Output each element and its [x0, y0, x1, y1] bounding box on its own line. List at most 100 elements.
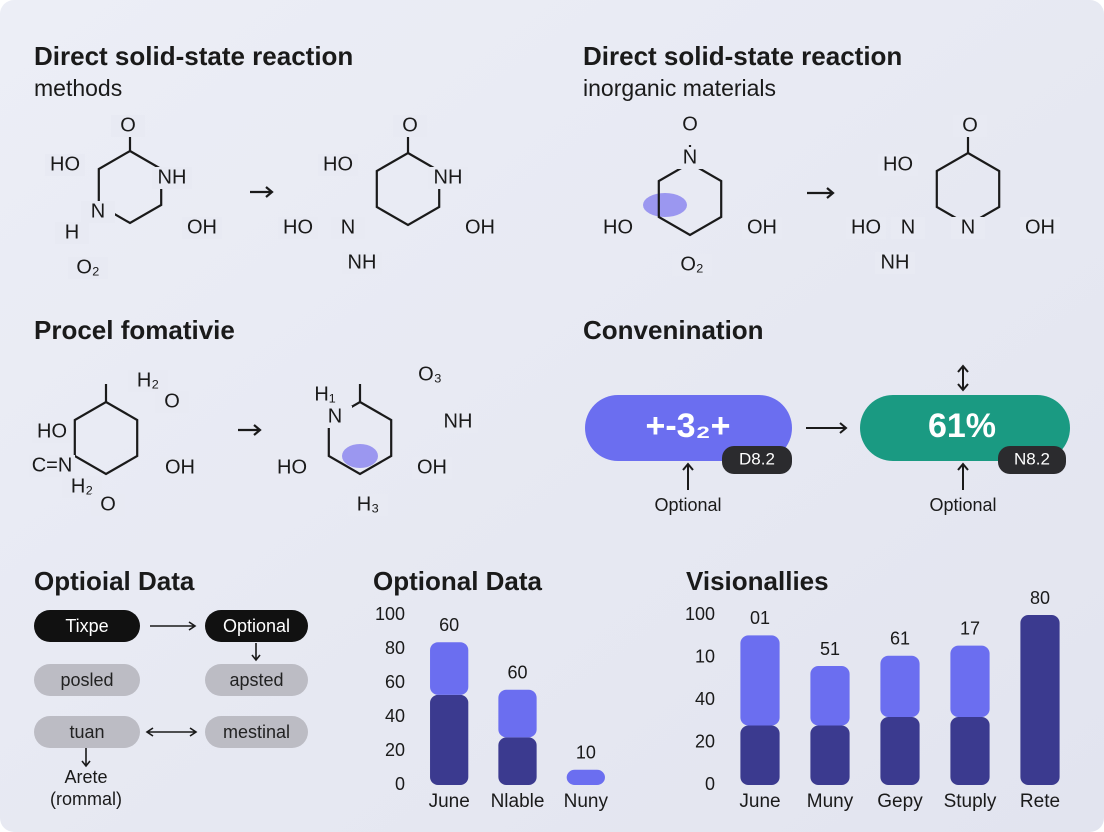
atom-label: O: [120, 114, 136, 136]
atom-bg: [460, 217, 500, 239]
step-label: Optional: [654, 495, 721, 515]
atom-label: HO: [323, 153, 353, 175]
atom-bg: [278, 217, 318, 239]
atom-label: HO: [603, 216, 633, 238]
section-title: Direct solid-state reaction: [34, 41, 353, 71]
flow-node-label: mestinal: [223, 722, 290, 742]
atom-label: NH: [158, 166, 187, 188]
flow-node-label: posled: [60, 670, 113, 690]
atom-label: O: [682, 113, 698, 135]
flow-node: [205, 664, 308, 696]
atom-label: N: [961, 216, 975, 238]
section-title: Optioial Data: [34, 566, 195, 596]
pill-value: 61%: [928, 407, 996, 445]
y-tick-label: 20: [385, 740, 405, 760]
atom-bg: [742, 217, 782, 239]
atom-label: O: [100, 493, 116, 515]
bar-segment: [880, 717, 920, 785]
flow-node: [205, 716, 308, 748]
atom-bg: [318, 154, 358, 176]
x-tick-label: June: [429, 791, 470, 812]
step-label: Optional: [929, 495, 996, 515]
atom-bg: [875, 252, 915, 274]
atom-label: O₂: [76, 256, 99, 278]
y-tick-label: 40: [695, 689, 715, 709]
atom-label: OH: [1025, 216, 1055, 238]
atom-label: N: [901, 216, 915, 238]
y-tick-label: 100: [375, 604, 405, 624]
bar-segment: [740, 725, 780, 785]
flow-node: [205, 610, 308, 642]
flow-node-label: tuan: [69, 722, 104, 742]
atom-label: N: [341, 216, 355, 238]
y-tick-label: 100: [685, 604, 715, 624]
ring-bond: [657, 161, 723, 237]
atom-bg: [45, 154, 85, 176]
bar-annotation: 10: [576, 742, 596, 762]
ring-bond: [73, 400, 139, 476]
pill-value: +-3₂+: [645, 407, 730, 445]
atom-label: OH: [165, 456, 195, 478]
bar-segment: [880, 655, 920, 717]
atom-label: H₁: [314, 383, 335, 405]
atom-label: O: [962, 114, 978, 136]
bar-segment: [950, 645, 990, 717]
bar-annotation: 60: [507, 663, 527, 683]
atom-label: OH: [747, 216, 777, 238]
flow-node-label: apsted: [229, 670, 283, 690]
atom-bg: [878, 154, 918, 176]
y-tick-label: 60: [385, 672, 405, 692]
atom-bg: [1020, 217, 1060, 239]
atom-bg: [128, 370, 168, 392]
flow-node: [34, 664, 140, 696]
flow-end: (rommal): [50, 789, 122, 809]
x-tick-label: Nuny: [564, 791, 609, 812]
x-tick-label: Muny: [807, 791, 854, 812]
x-tick-label: June: [739, 791, 780, 812]
atom-label: O₃: [418, 363, 442, 385]
atom-label: NH: [881, 251, 910, 273]
atom-label: HO: [277, 456, 307, 478]
atom-label: HO: [883, 153, 913, 175]
flow-node: [34, 716, 140, 748]
x-tick-label: Rete: [1020, 791, 1060, 812]
atom-bg: [29, 455, 75, 477]
atom-bg: [68, 257, 108, 279]
atom-label: NH: [444, 410, 473, 432]
chart-title: Optional Data: [373, 566, 543, 596]
atom-bg: [348, 494, 388, 516]
x-tick-label: Gepy: [877, 791, 923, 812]
flow-end: Arete: [64, 767, 107, 787]
bar-segment: [810, 725, 850, 785]
atom-bg: [160, 457, 200, 479]
bar-segment: [810, 666, 850, 726]
atom-bg: [91, 494, 125, 516]
atom-label: OH: [187, 216, 217, 238]
bar-segment: [950, 717, 990, 785]
badge-text: N8.2: [1014, 449, 1050, 468]
atom-bg: [32, 421, 72, 443]
flow-node-label: Tixpe: [65, 616, 108, 636]
atom-bg: [182, 217, 222, 239]
atom-bg: [305, 384, 345, 406]
atom-label: O₂: [680, 253, 703, 275]
atom-bg: [62, 476, 102, 498]
atom-bg: [410, 364, 450, 386]
y-tick-label: 80: [385, 638, 405, 658]
atom-bg: [152, 167, 192, 189]
y-tick-label: 20: [695, 731, 715, 751]
bar-annotation: 01: [750, 608, 770, 628]
atom-bg: [155, 391, 189, 413]
section-title: Convenination: [583, 315, 764, 345]
atom-label: NH: [434, 166, 463, 188]
x-tick-label: Nlable: [491, 791, 545, 812]
atom-label: O: [164, 390, 180, 412]
y-tick-label: 0: [705, 774, 715, 794]
atom-label: HO: [851, 216, 881, 238]
atom-label: HO: [283, 216, 313, 238]
atom-label: H₂: [137, 369, 159, 391]
atom-bg: [673, 114, 707, 136]
atom-label: C=N: [32, 454, 73, 476]
pill: [860, 395, 1070, 461]
